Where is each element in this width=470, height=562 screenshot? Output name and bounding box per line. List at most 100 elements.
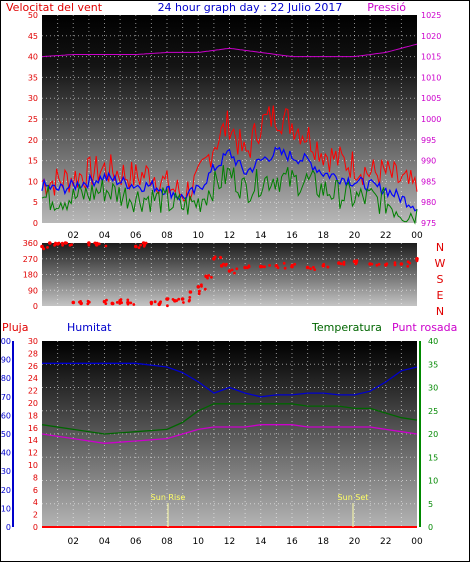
pressure-tick: 990 — [421, 157, 436, 166]
hour-tick-label: 02 — [68, 231, 79, 241]
pressure-tick: 980 — [421, 198, 436, 207]
wind-speed-tick: 50 — [28, 11, 38, 20]
direction-point — [150, 302, 153, 306]
wind-speed-tick: 20 — [28, 136, 38, 145]
humidity-tick: 100 — [0, 337, 11, 346]
humidity-tick: 0 — [6, 523, 11, 532]
direction-point — [115, 301, 119, 304]
direction-point — [393, 263, 397, 267]
wind-speed-tick: 40 — [28, 53, 38, 62]
direction-point — [406, 260, 410, 264]
humidity-tick: 80 — [1, 374, 11, 383]
direction-point — [415, 258, 419, 262]
series-line-humitat — [42, 362, 418, 398]
hour-tick-label: 00 — [411, 231, 423, 241]
direction-tick: 90 — [28, 286, 38, 295]
direction-point — [129, 301, 133, 305]
direction-point — [276, 266, 280, 270]
hour-tick-label: 14 — [255, 537, 267, 547]
pressure-tick: 995 — [421, 136, 436, 145]
direction-point — [355, 261, 358, 264]
temperature-tick: 30 — [428, 384, 438, 393]
direction-point — [188, 298, 191, 302]
panel-temp-series — [41, 362, 418, 528]
rain-tick: 12 — [28, 449, 38, 458]
direction-point — [370, 262, 374, 266]
direction-point — [261, 265, 264, 269]
rain-tick: 18 — [28, 411, 38, 420]
series-line-punt-rosada — [41, 424, 418, 444]
direction-point — [61, 243, 64, 247]
hour-tick-label: 18 — [318, 231, 330, 241]
direction-point — [188, 296, 192, 299]
direction-point — [153, 300, 157, 304]
direction-point — [71, 300, 76, 305]
rain-tick: 20 — [28, 399, 38, 408]
direction-point — [197, 292, 201, 296]
wind-speed-tick: 0 — [33, 219, 38, 228]
rain-tick: 8 — [33, 473, 38, 482]
direction-point — [342, 260, 346, 264]
wind-speed-tick: 5 — [33, 198, 38, 207]
chart-title: 24 hour graph day : 22 Julio 2017 — [158, 1, 343, 14]
sunrise-label: Sun Rise — [151, 493, 186, 502]
hour-tick-label: 06 — [130, 231, 142, 241]
pressure-tick-labels: 975 980 985 990 995 1000 1005 1010 1015 1020 1025 — [421, 11, 441, 228]
direction-point — [42, 247, 45, 251]
direction-point — [119, 298, 123, 301]
compass-label: W — [435, 257, 446, 270]
rain-tick: 24 — [28, 374, 38, 383]
humidity-axis-title: Humitat — [67, 321, 112, 334]
direction-point — [180, 297, 185, 301]
hour-tick-label: 06 — [130, 537, 142, 547]
direction-point — [79, 301, 83, 306]
direction-point — [227, 269, 232, 273]
direction-point — [104, 244, 108, 248]
temperature-tick: 40 — [428, 337, 438, 346]
direction-point — [126, 302, 130, 306]
humidity-tick: 60 — [1, 411, 11, 420]
direction-point — [342, 263, 346, 266]
direction-point — [166, 304, 169, 308]
panel-wind-series — [41, 43, 418, 225]
direction-point — [46, 246, 49, 249]
pressure-axis-title: Pressió — [367, 1, 406, 14]
hour-tick-label: 20 — [349, 537, 361, 547]
direction-point — [144, 241, 148, 245]
sunset-label: Sun Set — [338, 493, 369, 502]
series-line-rafaga — [41, 164, 418, 225]
series-line-media — [41, 146, 418, 212]
temperature-tick: 20 — [428, 430, 438, 439]
direction-point — [70, 243, 73, 247]
pressure-tick: 1025 — [421, 11, 441, 20]
hour-tick-label: 12 — [224, 537, 235, 547]
temperature-tick: 5 — [428, 500, 433, 509]
panel-temp-grid — [42, 341, 417, 527]
pressure-tick: 1020 — [421, 32, 441, 41]
direction-point — [57, 241, 61, 245]
rain-tick: 2 — [33, 511, 38, 520]
direction-point — [219, 256, 223, 260]
pressure-tick: 1005 — [421, 94, 441, 103]
hour-tick-label: 10 — [193, 231, 205, 241]
direction-point — [337, 261, 341, 265]
hour-tick-label: 22 — [380, 231, 391, 241]
direction-point — [326, 265, 330, 269]
wind-speed-tick: 15 — [28, 157, 38, 166]
direction-point — [283, 266, 287, 270]
hour-tick-label: 10 — [193, 537, 205, 547]
direction-point — [312, 265, 315, 269]
rain-tick: 16 — [28, 424, 38, 433]
direction-point — [177, 297, 181, 301]
panel-direction-grid — [42, 243, 417, 306]
rain-tick: 30 — [28, 337, 38, 346]
direction-point — [385, 262, 389, 266]
rain-axis-title: Pluja — [2, 321, 28, 334]
temperature-tick: 25 — [428, 407, 438, 416]
temperature-tick: 10 — [428, 477, 438, 486]
compass-label: E — [437, 289, 444, 302]
direction-point — [235, 267, 239, 271]
compass-label: N — [436, 305, 444, 318]
